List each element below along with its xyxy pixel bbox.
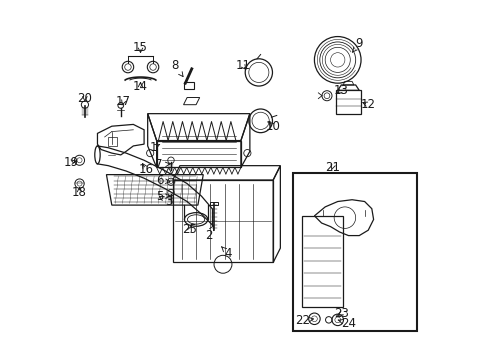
Text: 23: 23	[333, 307, 348, 320]
Text: 17: 17	[116, 95, 130, 108]
Text: 18: 18	[72, 186, 87, 199]
Bar	[183, 82, 193, 89]
Text: 16: 16	[138, 163, 153, 176]
Text: 13: 13	[333, 84, 348, 97]
Text: 4: 4	[221, 247, 232, 260]
Bar	[292, 173, 416, 330]
Text: 8: 8	[170, 59, 183, 77]
Text: 20: 20	[77, 92, 92, 105]
Text: 1: 1	[149, 141, 160, 154]
Text: 19: 19	[64, 156, 79, 168]
Text: 21: 21	[324, 161, 339, 174]
Text: 6: 6	[156, 174, 170, 187]
Text: 14: 14	[133, 80, 148, 93]
Text: 2: 2	[204, 226, 213, 242]
Text: 10: 10	[265, 120, 280, 133]
Text: 24: 24	[338, 317, 355, 330]
Text: 25: 25	[182, 222, 197, 236]
Text: 15: 15	[133, 41, 148, 54]
Text: 12: 12	[360, 98, 375, 111]
Text: 7: 7	[155, 158, 170, 171]
Bar	[108, 137, 117, 146]
Text: 11: 11	[235, 59, 250, 72]
Text: 22: 22	[294, 314, 313, 327]
Text: 5: 5	[156, 190, 170, 203]
Text: 3: 3	[159, 195, 173, 208]
Bar	[210, 202, 217, 205]
Text: 9: 9	[352, 37, 362, 52]
